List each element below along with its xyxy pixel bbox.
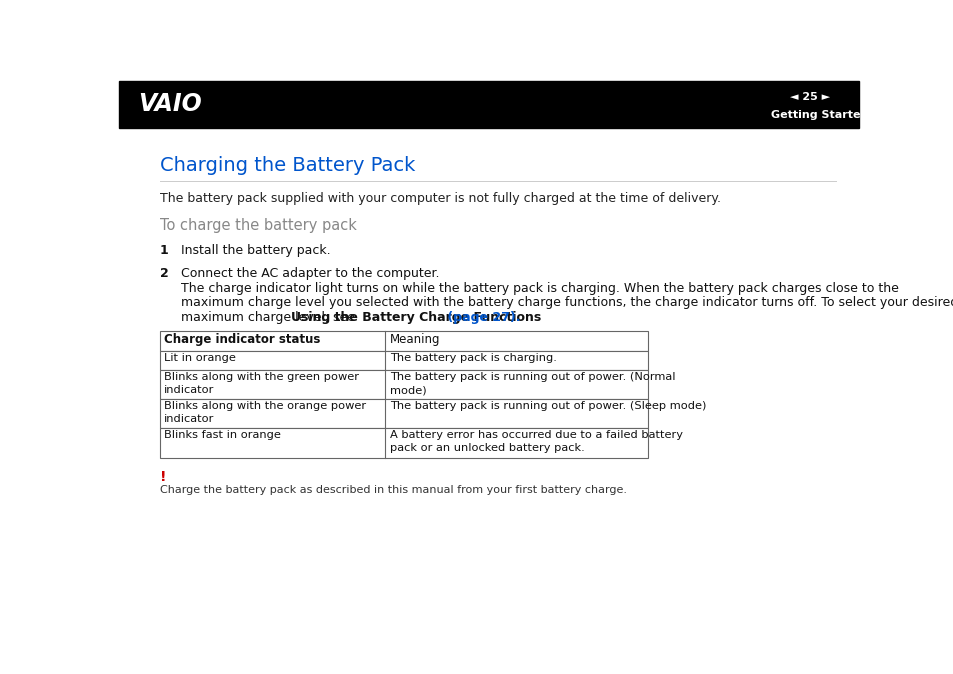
FancyBboxPatch shape (160, 351, 647, 370)
Text: maximum charge level you selected with the battery charge functions, the charge : maximum charge level you selected with t… (180, 297, 953, 309)
Text: Meaning: Meaning (390, 332, 440, 346)
FancyBboxPatch shape (160, 428, 647, 458)
Text: The charge indicator light turns on while the battery pack is charging. When the: The charge indicator light turns on whil… (180, 282, 898, 295)
Text: maximum charge level, see: maximum charge level, see (180, 311, 358, 324)
Text: ◄ 25 ►: ◄ 25 ► (790, 92, 830, 102)
Text: Charge indicator status: Charge indicator status (164, 332, 320, 346)
Text: Blinks along with the green power
indicator: Blinks along with the green power indica… (164, 372, 359, 395)
Text: Install the battery pack.: Install the battery pack. (180, 245, 330, 257)
Text: (page 27).: (page 27). (442, 311, 520, 324)
Text: To charge the battery pack: To charge the battery pack (160, 218, 356, 233)
FancyBboxPatch shape (160, 370, 647, 399)
Text: 2: 2 (160, 267, 169, 280)
Text: Blinks along with the orange power
indicator: Blinks along with the orange power indic… (164, 401, 366, 425)
Text: The battery pack is running out of power. (Sleep mode): The battery pack is running out of power… (390, 401, 705, 411)
Text: Getting Started: Getting Started (771, 109, 868, 119)
Text: Charging the Battery Pack: Charging the Battery Pack (160, 156, 415, 175)
Text: Using the Battery Charge Functions: Using the Battery Charge Functions (291, 311, 541, 324)
Text: Blinks fast in orange: Blinks fast in orange (164, 430, 281, 440)
FancyBboxPatch shape (160, 330, 647, 351)
Text: !: ! (160, 470, 166, 484)
FancyBboxPatch shape (119, 81, 858, 127)
Text: Charge the battery pack as described in this manual from your first battery char: Charge the battery pack as described in … (160, 485, 626, 495)
Text: The battery pack is running out of power. (Normal
mode): The battery pack is running out of power… (390, 372, 675, 395)
FancyBboxPatch shape (160, 399, 647, 428)
Text: VAIO: VAIO (137, 92, 201, 116)
Text: A battery error has occurred due to a failed battery
pack or an unlocked battery: A battery error has occurred due to a fa… (390, 430, 682, 454)
Text: 1: 1 (160, 245, 169, 257)
Text: Connect the AC adapter to the computer.: Connect the AC adapter to the computer. (180, 267, 438, 280)
Text: Lit in orange: Lit in orange (164, 353, 236, 363)
Text: The battery pack is charging.: The battery pack is charging. (390, 353, 557, 363)
Text: The battery pack supplied with your computer is not fully charged at the time of: The battery pack supplied with your comp… (160, 193, 720, 206)
